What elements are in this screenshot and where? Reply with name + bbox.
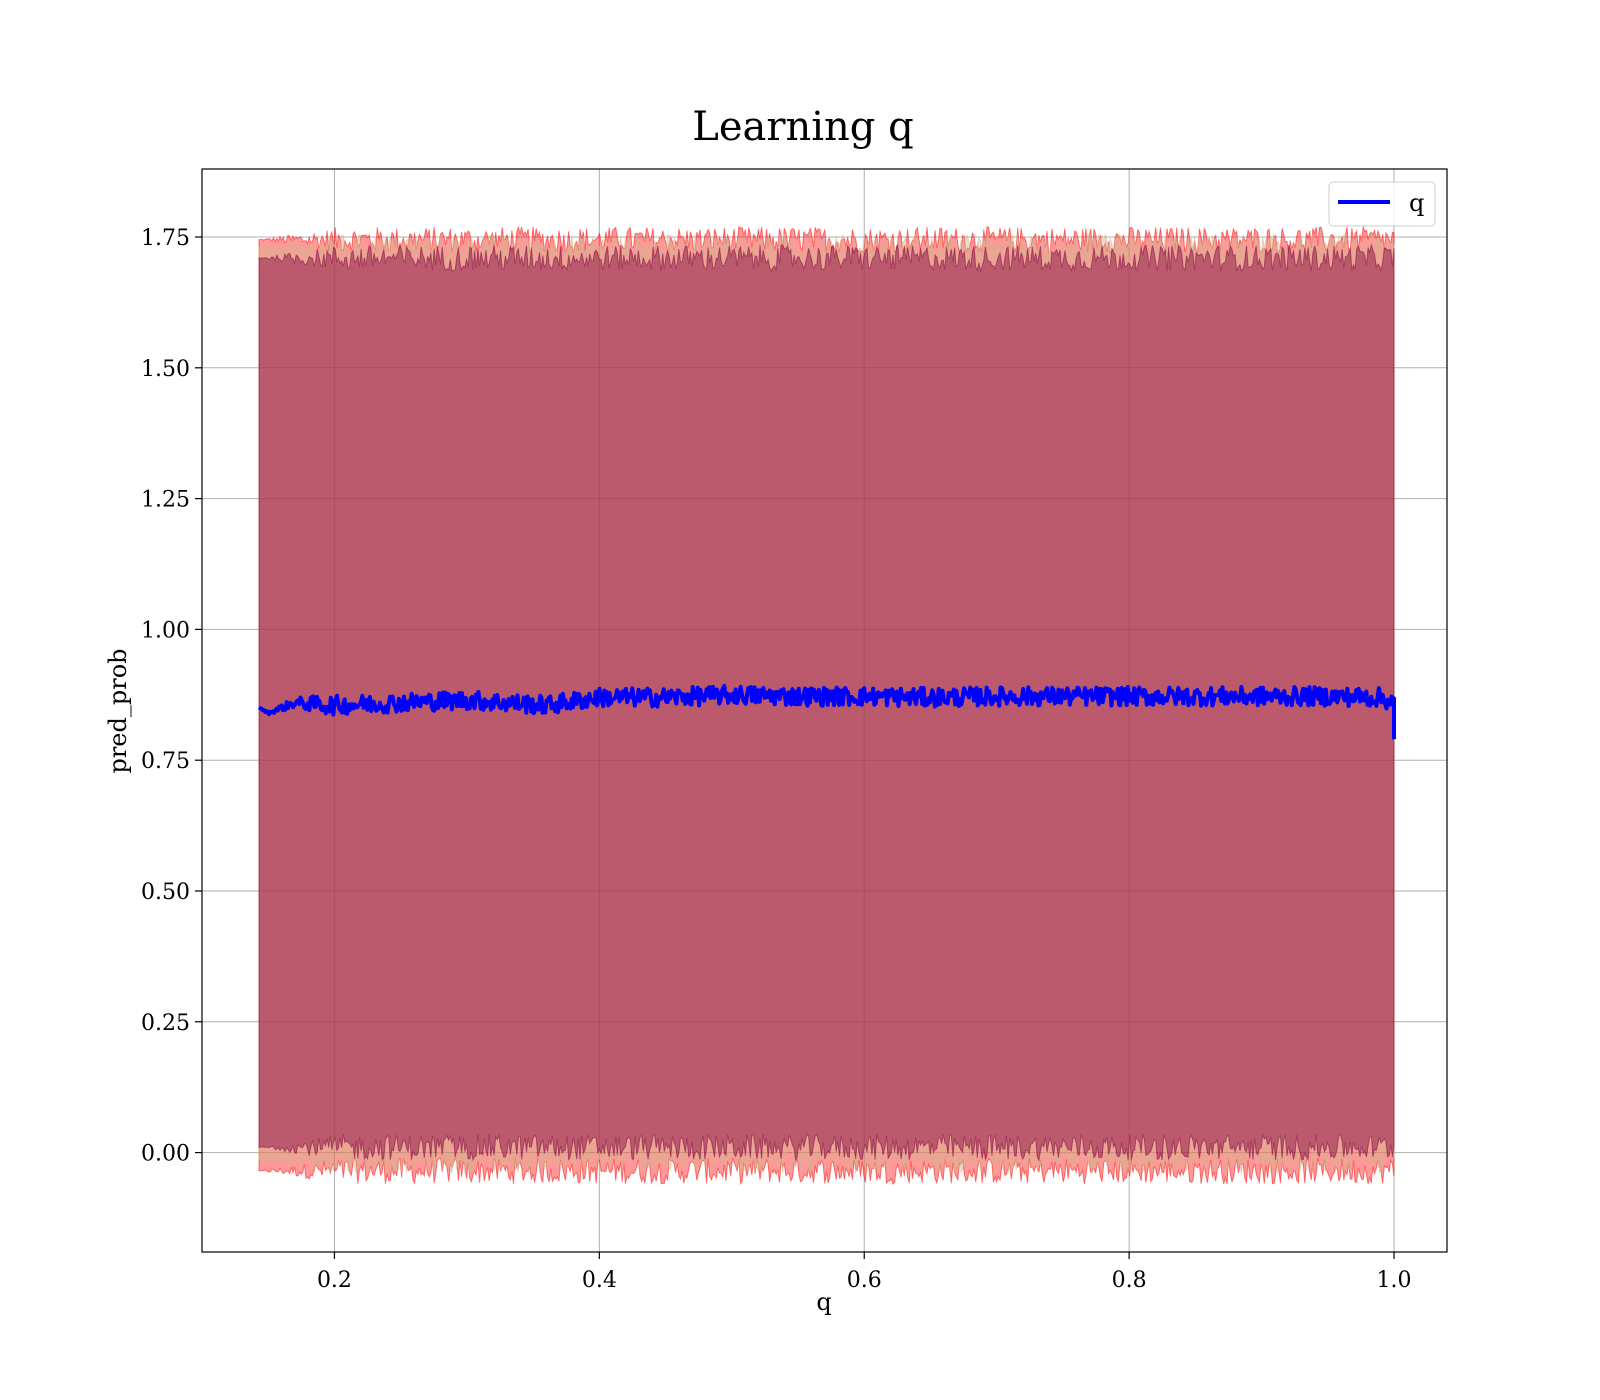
x-tick-label: 0.6 — [847, 1268, 882, 1293]
y-tick-label: 0.25 — [141, 1011, 190, 1036]
series-line-q — [257, 683, 1396, 740]
x-tick-label: 0.4 — [582, 1268, 617, 1293]
legend: q — [1328, 181, 1436, 227]
plot-area-frame — [201, 168, 1448, 1253]
x-tick-label: 1.0 — [1377, 1268, 1412, 1293]
y-tick-label: 0.75 — [141, 749, 190, 774]
y-axis-ticks: 0.00 0.25 0.50 0.75 1.00 1.25 1.50 1.75 — [141, 226, 202, 1167]
series-lines — [257, 683, 1396, 740]
y-tick-label: 1.50 — [141, 357, 190, 382]
x-axis-label: q — [816, 1288, 831, 1316]
y-tick-label: 1.00 — [141, 618, 190, 643]
chart-title: Learning q — [692, 104, 913, 150]
y-tick-label: 0.00 — [141, 1142, 190, 1167]
grid — [202, 169, 1447, 1252]
y-axis-label: pred_prob — [104, 648, 132, 773]
x-axis-ticks: 0.2 0.4 0.6 0.8 1.0 — [317, 1252, 1412, 1293]
y-tick-label: 0.50 — [141, 880, 190, 905]
y-tick-label: 1.75 — [141, 226, 190, 251]
legend-label-q: q — [1409, 189, 1424, 217]
x-tick-label: 0.2 — [317, 1268, 352, 1293]
x-tick-label: 0.8 — [1112, 1268, 1147, 1293]
y-tick-label: 1.25 — [141, 488, 190, 513]
